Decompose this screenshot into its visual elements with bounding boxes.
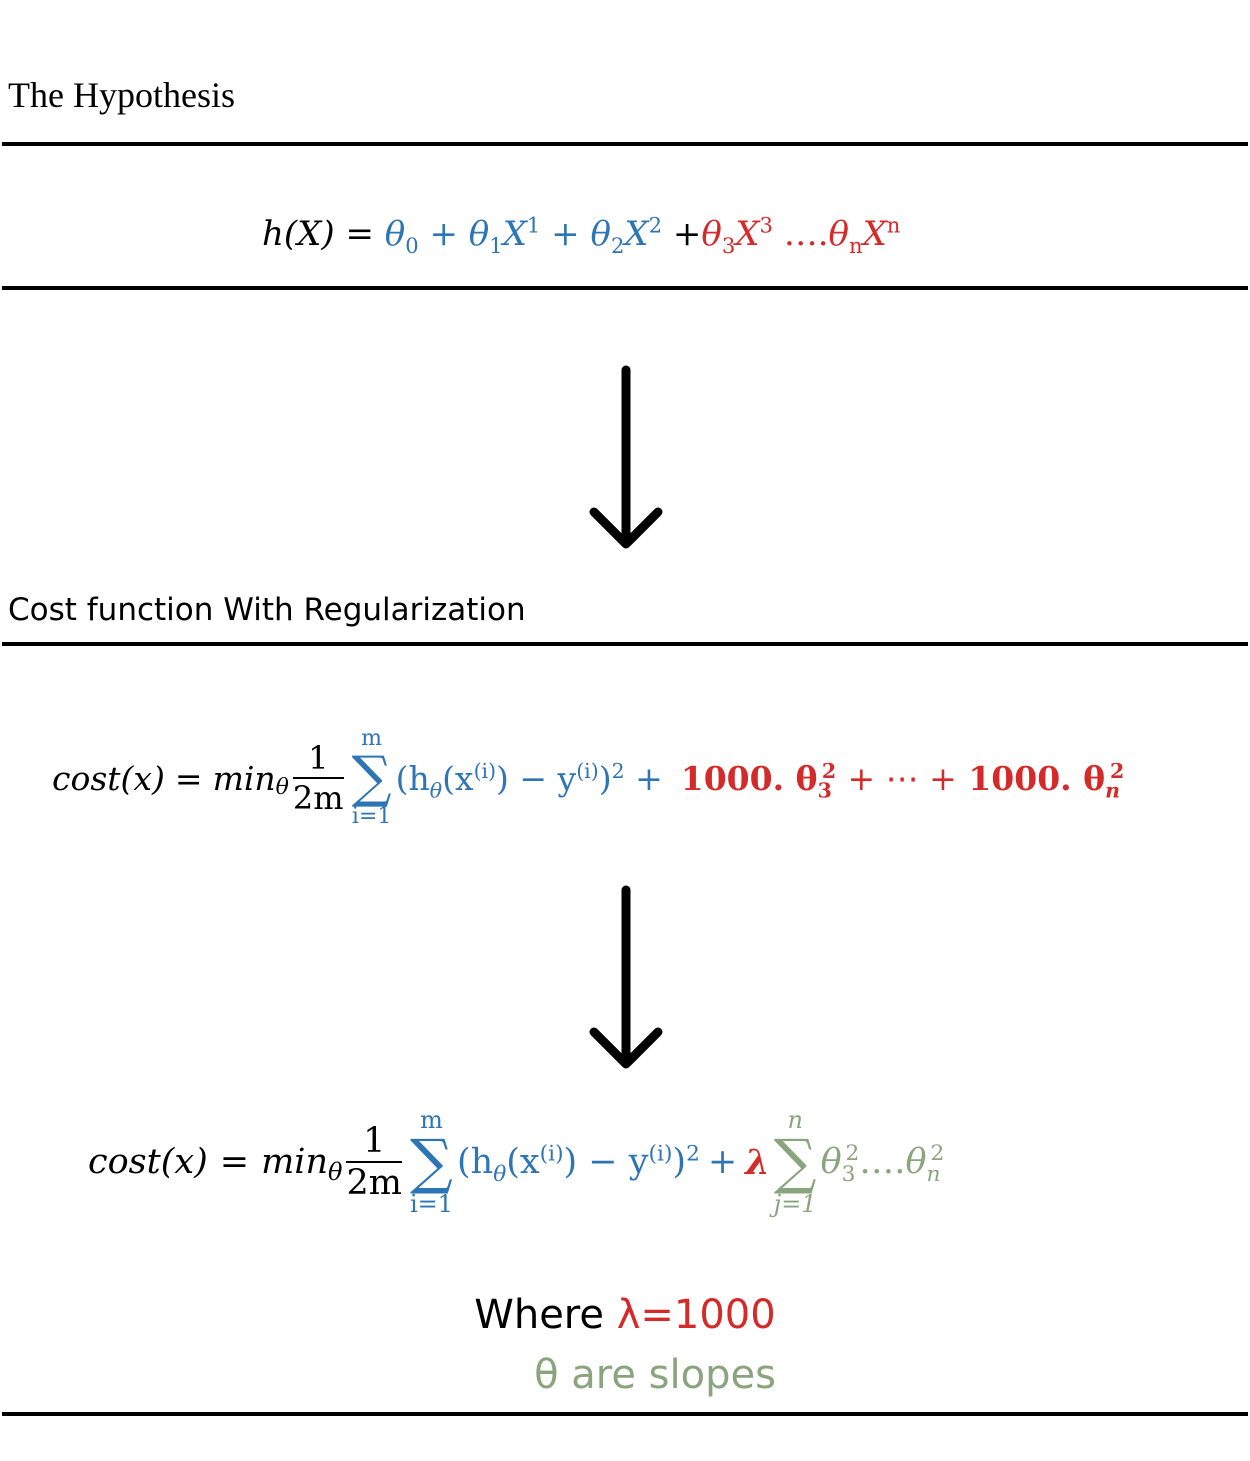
section-title-cost-function: Cost function With Regularization [8,592,526,628]
down-arrow-icon [589,885,663,1069]
fraction: 1 2m [292,739,344,817]
divider [2,642,1248,646]
cost-equation-lambda: cost(x) = min θ 1 2m m ∑ i=1 (hθ(x(i)) − y… [88,1106,945,1218]
divider [2,1412,1248,1416]
hypothesis-equation: h(X) = θ0 + θ1X1 + θ2X2 +θ3X3 ….θnXn [262,212,901,258]
down-arrow-icon [589,365,663,549]
summation: n ∑ j=1 [773,1106,817,1218]
divider [2,286,1248,290]
where-line: Where λ=1000 [474,1292,776,1338]
divider [2,142,1248,146]
section-title-hypothesis: The Hypothesis [8,75,235,115]
cost-equation-expanded: cost(x) = min θ 1 2m m ∑ i=1 (hθ(x(i)) − y… [52,726,1125,829]
fraction: 1 2m [346,1121,402,1203]
summation: m ∑ i=1 [351,726,392,829]
slopes-note: θ are slopes [534,1352,776,1398]
summation: m ∑ i=1 [409,1106,453,1218]
